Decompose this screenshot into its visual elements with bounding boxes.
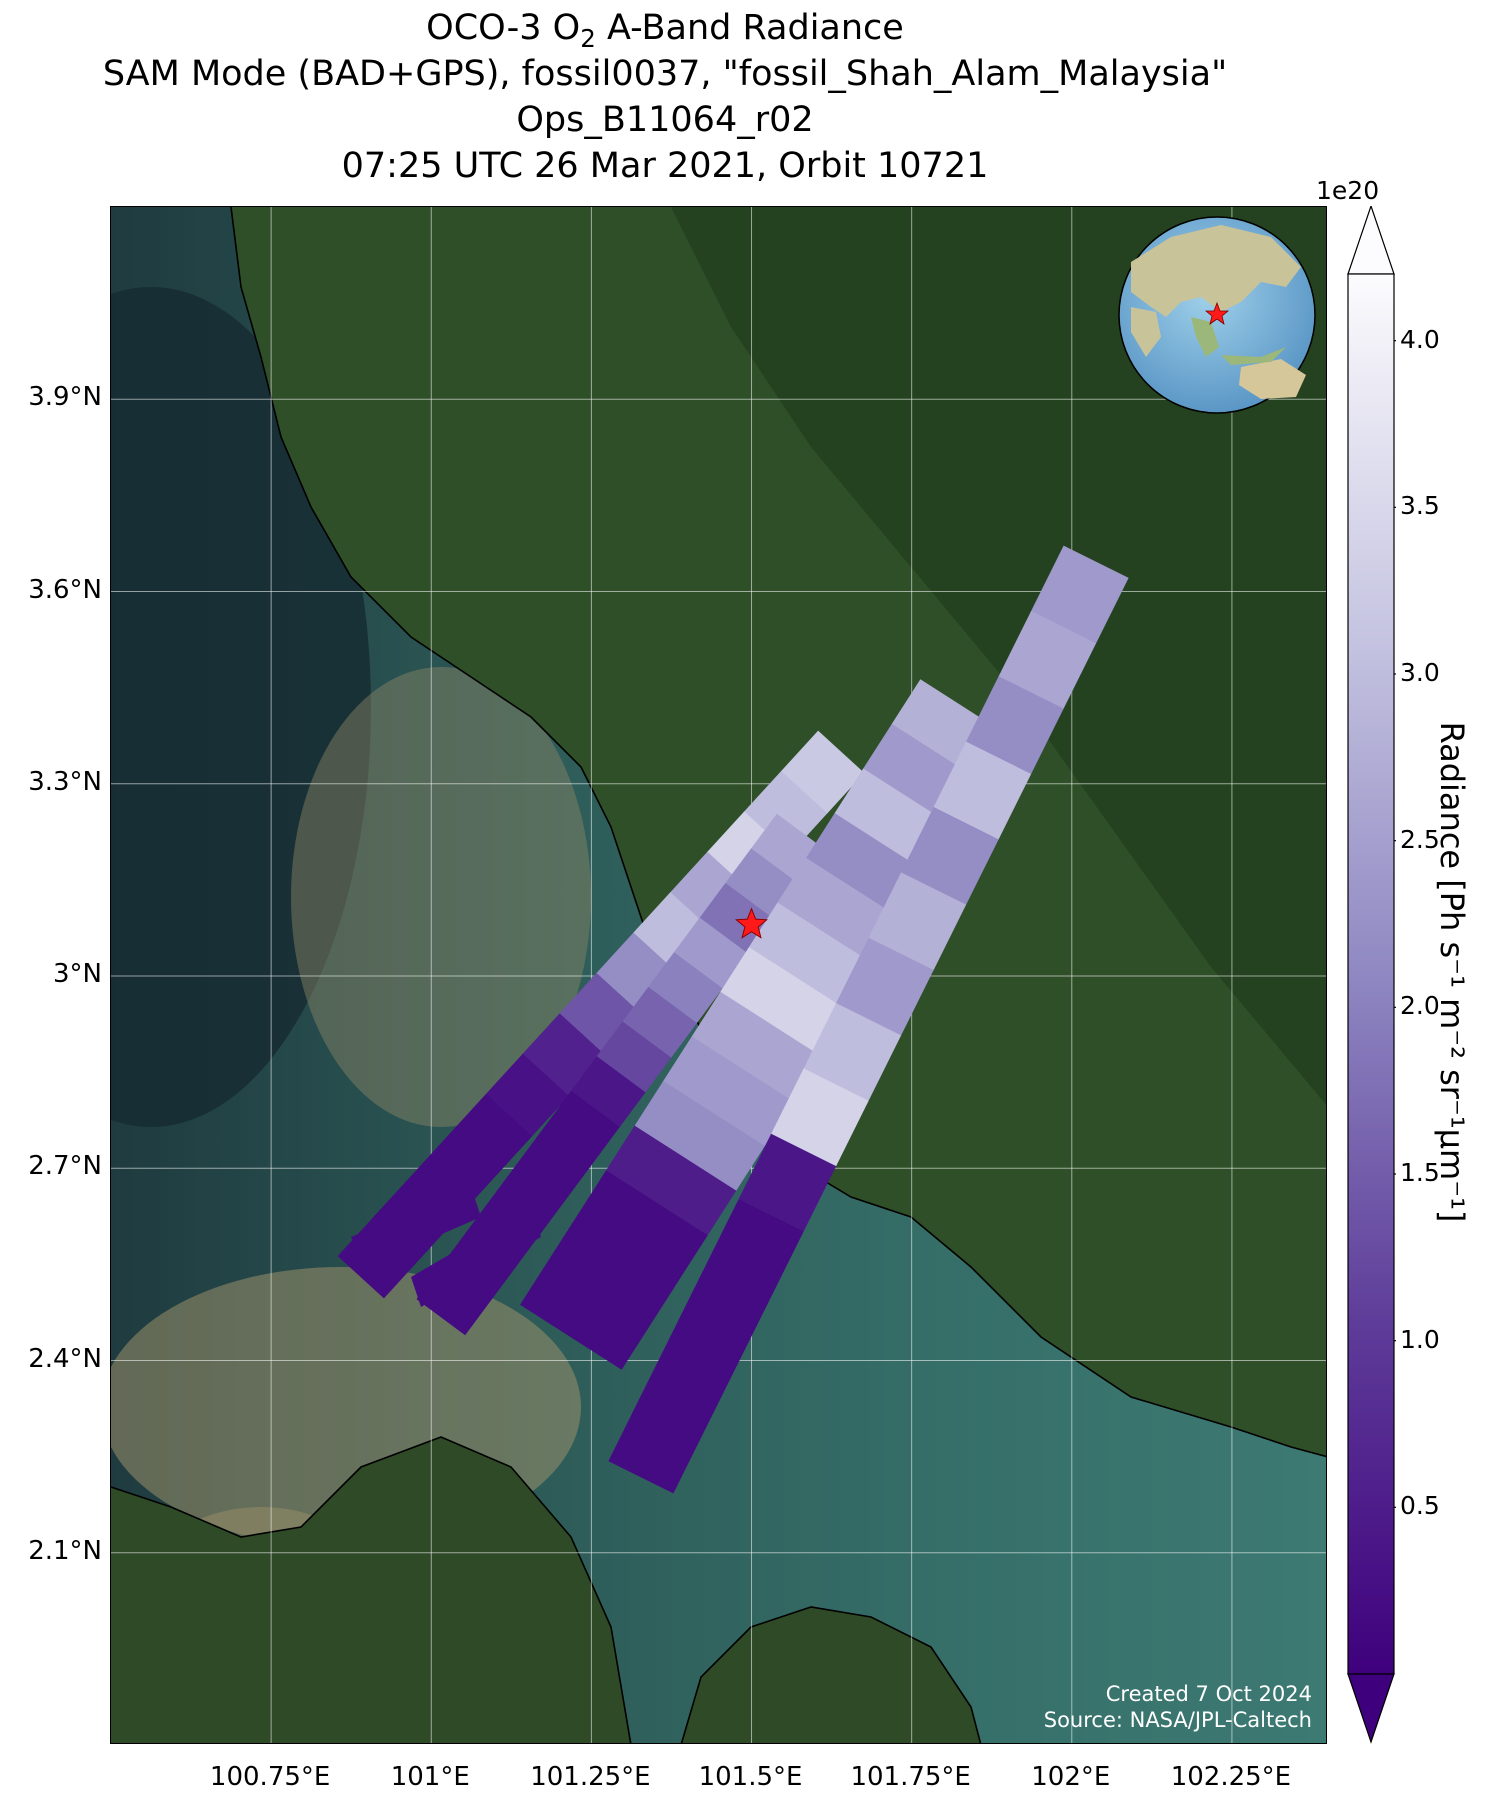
title-line-3: Ops_B11064_r02 bbox=[516, 100, 814, 140]
lon-tick-label-4: 101.75°E bbox=[850, 1762, 971, 1792]
mountain-ridge bbox=[671, 207, 1326, 1105]
lat-tick-label-5: 2.4°N bbox=[28, 1343, 102, 1374]
lon-tick-label-0: 100.75°E bbox=[209, 1762, 331, 1792]
target-star-icon[interactable] bbox=[735, 907, 768, 939]
credits: Created 7 Oct 2024 Source: NASA/JPL-Calt… bbox=[1044, 1681, 1312, 1733]
colorbar-label-text: Radiance [Ph s⁻¹ m⁻² sr⁻¹μm⁻¹] bbox=[1433, 721, 1471, 1223]
colorbar-tick-label-0: 4.0 bbox=[1400, 324, 1440, 354]
lat-tick-label-2: 3.3°N bbox=[28, 766, 102, 797]
swath-4-footprint-13 bbox=[608, 1395, 707, 1494]
colorbar bbox=[1347, 206, 1396, 1744]
title-line-1-post: A-Band Radiance bbox=[595, 8, 904, 48]
colorbar-extend-min bbox=[1347, 1673, 1395, 1744]
colorbar-extend-max bbox=[1347, 206, 1395, 275]
radiance-swaths bbox=[337, 545, 1129, 1494]
globe-india bbox=[1131, 307, 1161, 357]
map-frame[interactable]: Created 7 Oct 2024 Source: NASA/JPL-Calt… bbox=[110, 206, 1327, 1744]
credits-source: Source: NASA/JPL-Caltech bbox=[1043, 1708, 1312, 1732]
inset-globe bbox=[1118, 216, 1316, 414]
globe-indonesia bbox=[1221, 347, 1286, 365]
colorbar-tick-label-6: 1.0 bbox=[1400, 1324, 1440, 1354]
globe-se-asia bbox=[1191, 317, 1219, 357]
colorbar-tick-label-4: 2.0 bbox=[1400, 991, 1440, 1021]
title-line-1-pre: OCO-3 O bbox=[426, 8, 581, 48]
swath-3-footprint-13 bbox=[520, 1259, 651, 1370]
island-coastline bbox=[680, 1606, 982, 1743]
colorbar-tick-label-2: 3.0 bbox=[1400, 658, 1440, 687]
lat-tick-label-0: 3.9°N bbox=[28, 382, 102, 413]
title-line-2: SAM Mode (BAD+GPS), fossil0037, "fossil_… bbox=[102, 54, 1228, 94]
swath-sea-segment-1 bbox=[411, 1207, 541, 1307]
swath-sea-segment-0 bbox=[351, 1187, 481, 1267]
title-line-1-sub: 2 bbox=[580, 24, 596, 53]
lon-tick-label-1: 101°E bbox=[390, 1762, 470, 1792]
colorbar-tick-label-3: 2.5 bbox=[1400, 824, 1440, 854]
target-marker-layer bbox=[735, 907, 768, 939]
colorbar-tick-label-5: 1.5 bbox=[1400, 1158, 1440, 1187]
lon-tick-label-3: 101.5°E bbox=[698, 1762, 803, 1792]
lon-tick-label-6: 102.25°E bbox=[1170, 1762, 1292, 1792]
lat-tick-label-4: 2.7°N bbox=[28, 1151, 102, 1182]
rupat-island bbox=[681, 1607, 981, 1743]
colorbar-tick-label-1: 3.5 bbox=[1400, 491, 1440, 521]
title-line-1: OCO-3 O2 A-Band Radiance bbox=[0, 8, 1330, 59]
map-canvas[interactable] bbox=[111, 207, 1327, 1744]
sediment-plume-1 bbox=[291, 667, 591, 1127]
colorbar-exponent: 1e20 bbox=[1316, 176, 1380, 205]
title-line-4: 07:25 UTC 26 Mar 2021, Orbit 10721 bbox=[341, 146, 989, 186]
globe-australia bbox=[1239, 359, 1306, 399]
globe-target-star bbox=[1204, 301, 1230, 325]
lat-tick-label-1: 3.6°N bbox=[28, 574, 102, 605]
lat-tick-label-6: 2.1°N bbox=[28, 1535, 102, 1566]
colorbar-body bbox=[1347, 273, 1395, 1675]
lon-tick-label-2: 101.25°E bbox=[530, 1762, 651, 1792]
credits-created: Created 7 Oct 2024 bbox=[1105, 1682, 1312, 1706]
lon-tick-label-5: 102°E bbox=[1031, 1762, 1111, 1792]
lat-tick-label-3: 3°N bbox=[53, 959, 102, 989]
colorbar-tick-label-7: 0.5 bbox=[1400, 1491, 1440, 1521]
globe-asia bbox=[1131, 225, 1301, 317]
colorbar-tick-marks bbox=[1394, 340, 1396, 1508]
sumatra-land bbox=[111, 1437, 631, 1743]
